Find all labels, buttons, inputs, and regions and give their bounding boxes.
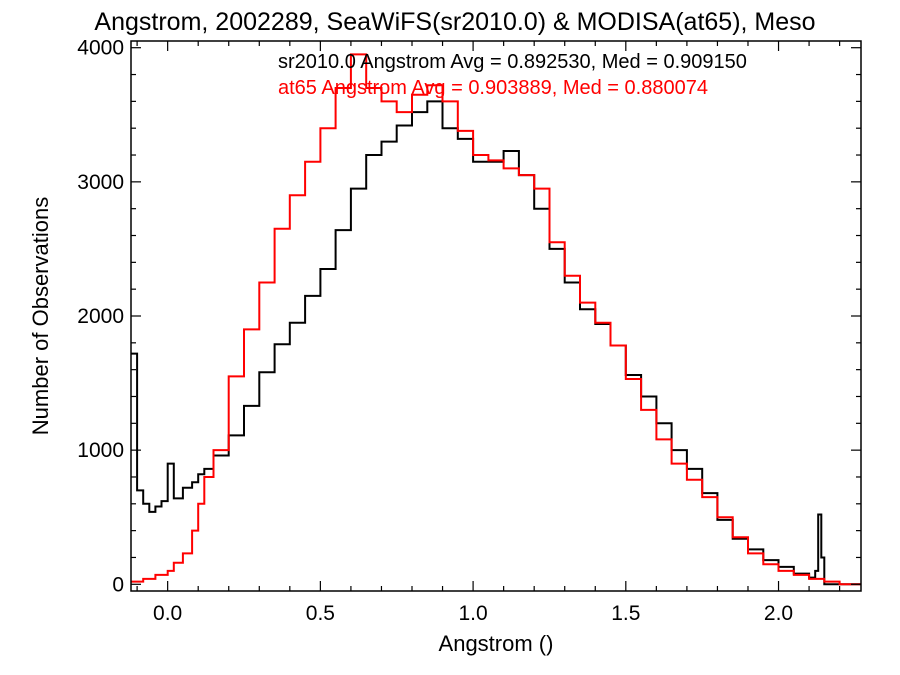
y-tick-label: 4000 — [77, 37, 124, 60]
stat-annotation-red: at65 Angstrom Avg = 0.903889, Med = 0.88… — [278, 77, 708, 99]
y-tick-label: 3000 — [77, 171, 124, 194]
chart-title: Angstrom, 2002289, SeaWiFS(sr2010.0) & M… — [94, 8, 815, 36]
y-tick-label: 2000 — [77, 305, 124, 328]
y-tick-label: 0 — [112, 573, 124, 596]
x-tick-label: 0.0 — [153, 602, 182, 625]
y-tick-label: 1000 — [77, 439, 124, 462]
histogram-series-red — [131, 53, 861, 586]
x-tick-label: 0.5 — [306, 602, 335, 625]
x-tick-label: 1.5 — [611, 602, 640, 625]
y-axis-label: Number of Observations — [28, 197, 53, 435]
x-tick-label: 1.0 — [458, 602, 487, 625]
series-layer — [131, 53, 861, 586]
ticks-layer: 0.0 0.5 1.0 1.5 2.0 0 1000 2000 3000 4000 — [77, 37, 861, 625]
x-tick-label: 2.0 — [764, 602, 793, 625]
x-axis-label: Angstrom () — [439, 631, 554, 656]
stat-annotation-black: sr2010.0 Angstrom Avg = 0.892530, Med = … — [278, 51, 747, 73]
